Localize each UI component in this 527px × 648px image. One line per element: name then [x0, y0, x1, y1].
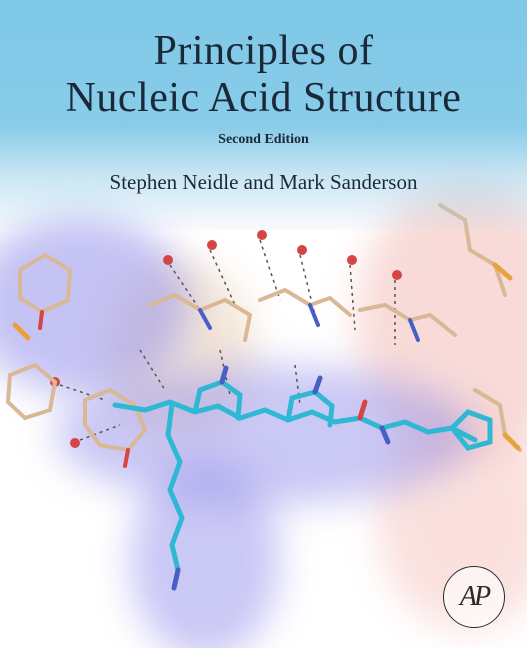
book-cover: Principles of Nucleic Acid Structure Sec…: [0, 0, 527, 648]
book-title: Principles of Nucleic Acid Structure: [66, 28, 462, 122]
publisher-logo-text: AP: [460, 581, 488, 613]
title-line-1: Principles of: [154, 28, 374, 74]
header-band: Principles of Nucleic Acid Structure Sec…: [0, 0, 527, 230]
edition-label: Second Edition: [218, 132, 309, 148]
publisher-logo-circle: AP: [443, 566, 505, 628]
publisher-logo: AP: [443, 566, 505, 628]
authors-line: Stephen Neidle and Mark Sanderson: [110, 170, 418, 195]
title-line-2: Nucleic Acid Structure: [66, 75, 462, 121]
